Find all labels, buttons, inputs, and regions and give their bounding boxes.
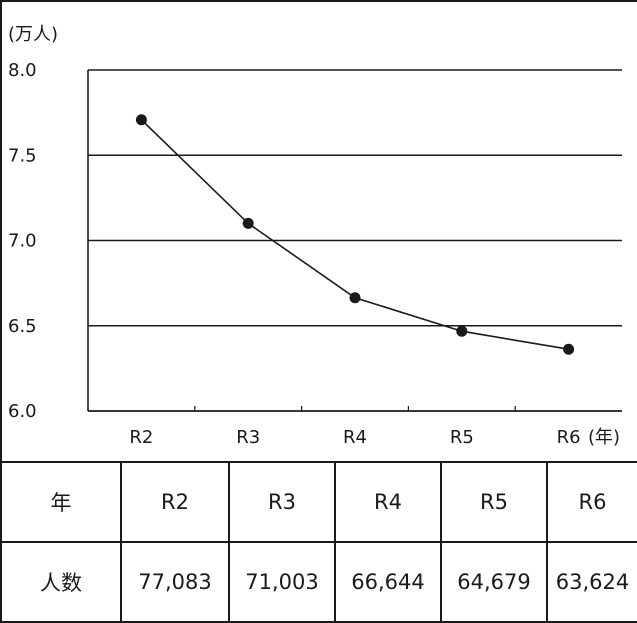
data-table: 年 R2 R3 R4 R5 R6 人数 77,083 71,003 66,644… <box>0 461 637 623</box>
year-cell: R3 <box>228 461 336 543</box>
row-header-year: 年 <box>0 461 122 543</box>
y-tick-label: 7.0 <box>8 231 37 252</box>
count-cell: 66,644 <box>334 541 442 623</box>
series-line <box>140 119 569 350</box>
year-row: 年 R2 R3 R4 R5 R6 <box>0 461 637 543</box>
x-tick-label: R6 <box>557 427 581 448</box>
y-tick-label: 6.5 <box>8 316 37 337</box>
y-tick-labels: 6.0 6.5 7.0 7.5 8.0 <box>8 60 37 422</box>
year-cell: R4 <box>334 461 442 543</box>
y-unit-label: (万人) <box>8 24 58 45</box>
count-row: 人数 77,083 71,003 66,644 64,679 63,624 <box>0 541 637 623</box>
x-tick-labels: R2 R3 R4 R5 R6 <box>129 427 580 448</box>
data-points <box>135 114 575 355</box>
x-tick-label: R5 <box>450 427 474 448</box>
axes <box>87 70 622 412</box>
row-header-count: 人数 <box>0 541 122 623</box>
count-cell: 64,679 <box>440 541 548 623</box>
data-point <box>242 217 254 229</box>
year-cell: R6 <box>546 461 637 543</box>
grid <box>88 69 622 412</box>
y-tick-label: 6.0 <box>8 401 37 422</box>
y-tick-label: 7.5 <box>8 145 37 166</box>
count-cell: 63,624 <box>546 541 637 623</box>
data-point <box>456 325 468 337</box>
count-cell: 77,083 <box>120 541 230 623</box>
count-cell: 71,003 <box>228 541 336 623</box>
y-tick-label: 8.0 <box>8 60 37 81</box>
data-point <box>349 292 361 304</box>
data-point <box>135 114 147 126</box>
x-tick-label: R4 <box>343 427 367 448</box>
x-tick-label: R3 <box>236 427 260 448</box>
year-cell: R5 <box>440 461 548 543</box>
year-cell: R2 <box>120 461 230 543</box>
line-chart: (万人) (年) 6.0 6.5 7.0 7.5 8.0 R2 R3 R4 R5 R6 <box>0 0 637 462</box>
x-unit-label: (年) <box>588 427 620 448</box>
data-point <box>563 343 575 355</box>
x-tick-label: R2 <box>129 427 153 448</box>
